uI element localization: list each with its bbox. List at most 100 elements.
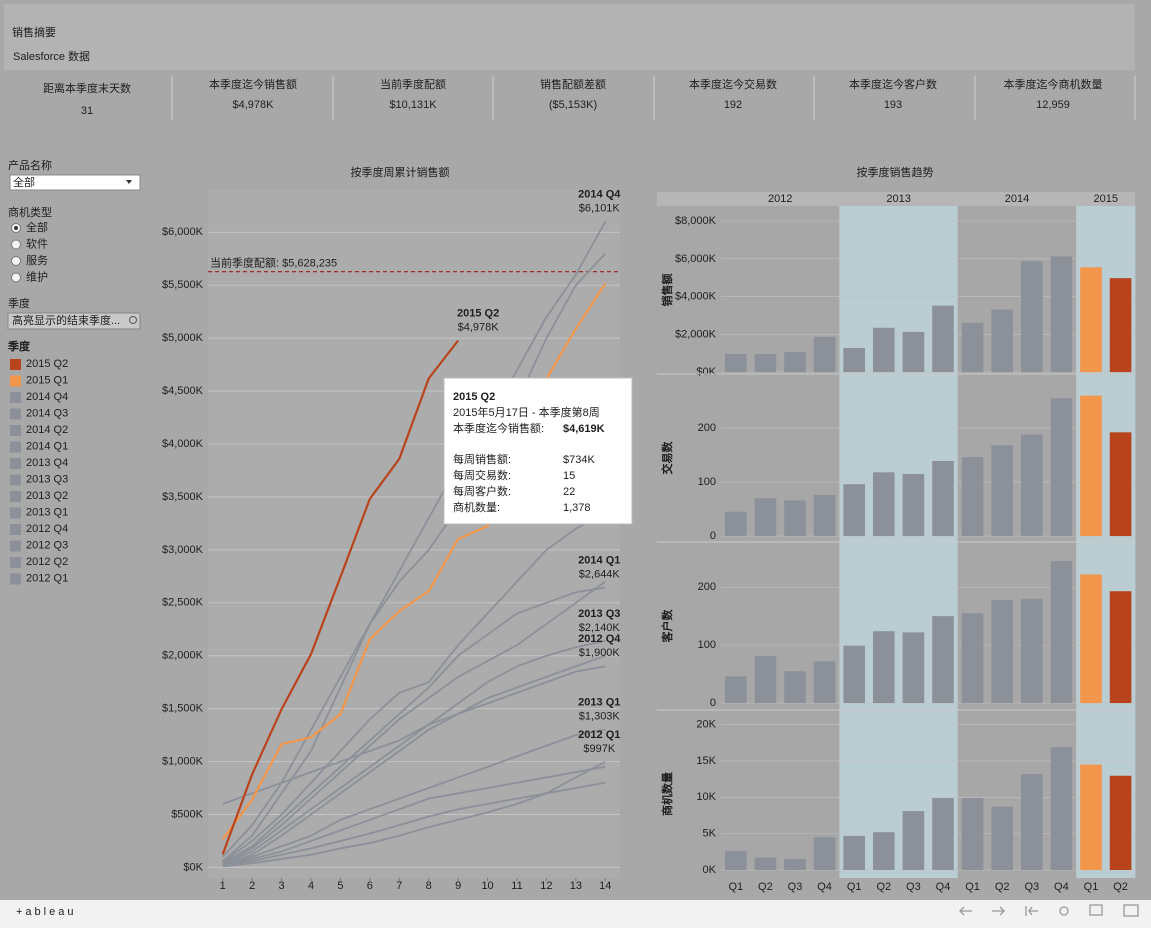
dropdown-value: 全部 (13, 175, 35, 189)
legend-swatch[interactable] (10, 557, 21, 568)
legend-label: 2012 Q4 (26, 523, 68, 535)
download-button[interactable] (1089, 904, 1103, 916)
radio-button[interactable] (11, 272, 21, 283)
fullscreen-button[interactable] (1123, 904, 1139, 917)
x-tick-label: Q2 (758, 881, 773, 893)
x-tick-label: Q1 (847, 881, 862, 893)
bar (991, 599, 1013, 704)
legend-swatch[interactable] (10, 573, 21, 585)
y-tick-label: $4,000K (162, 438, 204, 450)
kpi-label: 本季度迄今销售额 (209, 77, 297, 91)
legend-swatch[interactable] (10, 458, 21, 469)
panel-y-label: 商机数量 (660, 772, 674, 816)
y-tick-label: $0K (183, 861, 203, 873)
tooltip-title: 2015 Q2 (453, 391, 495, 403)
series-line (222, 654, 606, 867)
radio-button[interactable] (11, 239, 21, 250)
y-tick-label: $2,000K (162, 650, 204, 662)
series-line (222, 640, 606, 866)
tooltip-row-value: 15 (563, 470, 575, 482)
bar (843, 835, 865, 870)
legend-swatch[interactable] (10, 375, 21, 387)
year-header-strip (657, 192, 1135, 206)
bar (873, 472, 895, 537)
bar (1021, 434, 1043, 537)
filter-label: 产品名称 (8, 158, 52, 172)
x-tick-label: 4 (308, 880, 314, 892)
year-label: 2015 (1094, 193, 1118, 205)
legend-label: 2012 Q3 (26, 539, 68, 551)
end-label-value: $2,644K (579, 568, 621, 580)
kpi-value: $10,131K (389, 99, 437, 111)
x-tick-label: Q2 (995, 881, 1010, 893)
chart-title: 按季度周累计销售额 (351, 165, 450, 179)
legend-swatch[interactable] (10, 359, 21, 370)
bar (1080, 267, 1102, 373)
end-label-name: 2015 Q2 (457, 307, 499, 319)
revert-button[interactable] (1025, 906, 1038, 916)
bar (902, 632, 925, 704)
bar (813, 837, 836, 870)
end-label-value: $1,900K (579, 647, 621, 659)
radio-label: 维护 (26, 269, 48, 283)
x-tick-label: 12 (540, 880, 552, 892)
legend-swatch[interactable] (10, 474, 21, 486)
bar (902, 473, 925, 537)
legend-swatch[interactable] (10, 408, 21, 420)
bar (1050, 398, 1073, 537)
radio-label: 服务 (26, 254, 48, 267)
x-tick-label: 1 (220, 880, 226, 892)
bar (873, 631, 895, 704)
quarter-search-box[interactable] (7, 312, 141, 330)
legend-label: 2013 Q4 (26, 457, 68, 469)
bar (754, 656, 777, 704)
undo-button[interactable] (959, 906, 972, 916)
radio-dot (14, 226, 18, 230)
kpi-value: ($5,153K) (549, 99, 597, 111)
bar (725, 511, 747, 537)
y-tick-label: $2,000K (675, 328, 717, 340)
panel-y-label: 交易数 (660, 441, 674, 475)
legend-label: 2014 Q3 (26, 407, 68, 419)
tooltip-label: 本季度迄今销售额: (453, 421, 544, 435)
legend-swatch[interactable] (10, 392, 21, 403)
x-tick-label: Q1 (965, 881, 980, 893)
tooltip-value: $4,619K (563, 423, 605, 435)
share-button[interactable] (1059, 906, 1069, 916)
end-label-value: $1,303K (579, 710, 621, 722)
legend-swatch[interactable] (10, 540, 21, 552)
series-line (221, 339, 460, 855)
kpi-label: 销售配额差额 (540, 77, 606, 91)
bar (1109, 278, 1132, 373)
legend-label: 2013 Q3 (26, 473, 68, 485)
end-label-name: 2014 Q1 (578, 554, 620, 566)
tooltip-box (443, 377, 633, 525)
y-tick-label: 10K (696, 791, 716, 803)
series-line (222, 252, 606, 862)
legend-swatch[interactable] (10, 524, 21, 535)
legend-swatch[interactable] (10, 507, 21, 519)
y-tick-label: 0K (703, 864, 717, 876)
kpi-label: 距离本季度末天数 (43, 81, 131, 95)
radio-button[interactable] (11, 256, 21, 266)
legend-label: 2014 Q2 (26, 424, 68, 436)
legend-swatch[interactable] (10, 441, 21, 453)
legend-swatch[interactable] (10, 425, 21, 436)
bar (902, 811, 925, 870)
x-tick-label: 2 (249, 880, 255, 892)
product-dropdown[interactable] (9, 174, 141, 191)
tooltip-row-label: 商机数量: (453, 500, 500, 514)
legend-label: 2013 Q2 (26, 490, 68, 502)
legend-swatch[interactable] (10, 491, 21, 502)
x-tick-label: Q3 (1024, 881, 1039, 893)
y-tick-label: $5,500K (162, 279, 204, 291)
bar (873, 327, 895, 373)
tooltip-row-value: 22 (563, 486, 575, 498)
bar (784, 859, 806, 870)
bar (813, 661, 836, 704)
bar (1050, 256, 1073, 373)
bar (961, 457, 984, 537)
kpi-value: 193 (884, 99, 902, 111)
redo-button[interactable] (992, 906, 1005, 916)
